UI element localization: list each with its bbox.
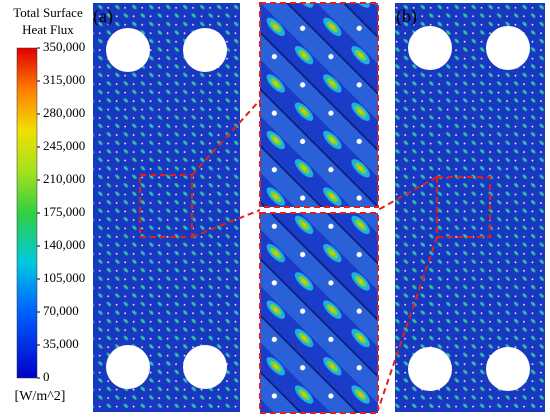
- colorbar-title: Heat Flux: [22, 22, 74, 37]
- colorbar-title: Total Surface: [13, 5, 83, 20]
- colorbar-tick-label: 280,000: [43, 105, 85, 120]
- colorbar-tick-label: 175,000: [43, 204, 85, 219]
- colorbar-tick-label: 35,000: [43, 336, 79, 351]
- plate-b: [395, 3, 545, 412]
- zoom-top: [260, 3, 378, 207]
- zoom-bottom: [260, 213, 378, 413]
- colorbar-tick-label: 70,000: [43, 303, 79, 318]
- colorbar-tick-label: 350,000: [43, 39, 85, 54]
- colorbar-unit: [W/m^2]: [15, 389, 66, 404]
- colorbar-tick-label: 140,000: [43, 237, 85, 252]
- ports-b: [408, 26, 530, 391]
- colorbar-tick-label: 315,000: [43, 72, 85, 87]
- panel-label: (a): [93, 6, 113, 27]
- colorbar-tick-label: 210,000: [43, 171, 85, 186]
- colorbar-tick-label: 0: [43, 369, 50, 384]
- zoom-frames: [139, 2, 491, 414]
- plate-a: [93, 3, 240, 412]
- colorbar: [16, 47, 38, 379]
- panel-label: (b): [396, 6, 417, 27]
- ports-a: [106, 28, 227, 389]
- colorbar-tick-label: 105,000: [43, 270, 85, 285]
- colorbar-tick-label: 245,000: [43, 138, 85, 153]
